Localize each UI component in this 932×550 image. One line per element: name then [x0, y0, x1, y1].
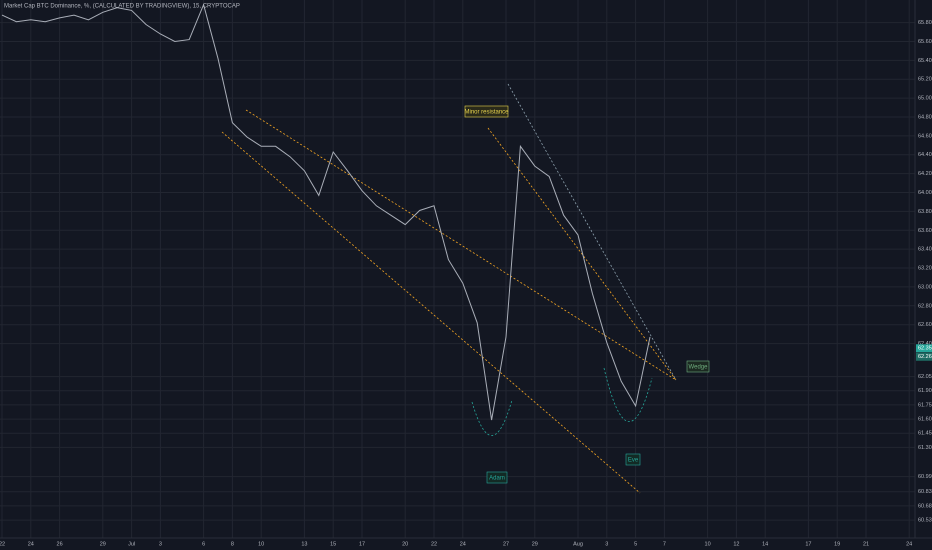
- x-tick-label: Aug: [573, 541, 583, 547]
- y-tick-label: 61.30: [918, 445, 932, 451]
- adam-curve: [471, 399, 513, 436]
- y-tick-label: 61.60: [918, 417, 932, 423]
- y-tick-label: 60.83: [918, 489, 932, 495]
- annotation-box: [686, 360, 710, 373]
- y-tick-label: 62.80: [918, 303, 932, 309]
- y-tick-label: 64.00: [918, 190, 932, 196]
- y-tick-label: 62.40: [918, 341, 932, 347]
- y-tick-label: 64.40: [918, 152, 932, 158]
- x-tick-label: 8: [231, 541, 234, 547]
- channel-top: [245, 109, 677, 381]
- x-tick-label: 24: [906, 541, 912, 547]
- x-tick-label: 21: [863, 541, 869, 547]
- x-tick-label: 22: [431, 541, 437, 547]
- x-tick-label: 14: [762, 541, 768, 547]
- x-tick-label: 12: [733, 541, 739, 547]
- x-tick-label: 5: [634, 541, 637, 547]
- x-tick-label: 3: [605, 541, 608, 547]
- annotation-box: [464, 105, 509, 118]
- x-tick-label: 13: [301, 541, 307, 547]
- trend-lines: [221, 83, 677, 494]
- x-tick-label: 24: [28, 541, 34, 547]
- channel-bottom: [221, 131, 641, 494]
- annotation: Minor resistance: [464, 110, 509, 116]
- x-tick-label: 26: [57, 541, 63, 547]
- y-tick-label: 60.99: [918, 474, 932, 480]
- x-tick-label: 7: [663, 541, 666, 547]
- y-tick-label: 64.20: [918, 171, 932, 177]
- wedge-top: [507, 83, 677, 381]
- y-tick-label: 60.68: [918, 503, 932, 509]
- y-tick-label: 65.40: [918, 58, 932, 64]
- y-tick-label: 65.20: [918, 77, 932, 83]
- annotation-box: [625, 453, 641, 466]
- y-tick-label: 65.80: [918, 20, 932, 26]
- grid: [0, 0, 915, 538]
- x-tick-label: 29: [532, 541, 538, 547]
- x-tick-label: 3: [159, 541, 162, 547]
- x-tick-label: 29: [100, 541, 106, 547]
- y-tick-label: 62.05: [918, 374, 932, 380]
- y-tick-label: 63.00: [918, 284, 932, 290]
- x-tick-label: 10: [258, 541, 264, 547]
- y-tick-label: 61.90: [918, 388, 932, 394]
- y-tick-label: 63.40: [918, 247, 932, 253]
- y-tick-label: 65.00: [918, 96, 932, 102]
- annotation: Wedge: [689, 365, 709, 371]
- x-tick-label: 17: [805, 541, 811, 547]
- x-tick-label: 27: [503, 541, 509, 547]
- y-tick-label: 64.60: [918, 133, 932, 139]
- x-tick-label: 17: [359, 541, 365, 547]
- y-tick-label: 61.45: [918, 431, 932, 437]
- price-label-box: [916, 352, 932, 361]
- plot: [1, 3, 651, 421]
- y-tick-label: 63.80: [918, 209, 932, 215]
- price-line: [1, 3, 651, 421]
- x-tick-label: 15: [330, 541, 336, 547]
- annotation: Adam: [489, 476, 505, 482]
- x-tick-label: 20: [402, 541, 408, 547]
- annotation-box: [486, 471, 508, 484]
- x-tick-label: Jul: [128, 541, 135, 547]
- eve-curve: [603, 367, 653, 422]
- y-tick-label: 63.20: [918, 266, 932, 272]
- y-tick-label: 60.53: [918, 518, 932, 524]
- y-tick-label: 64.80: [918, 114, 932, 120]
- y-tick-label: 65.60: [918, 39, 932, 45]
- x-tick-label: 10: [705, 541, 711, 547]
- y-tick-label: 62.60: [918, 322, 932, 328]
- x-tick-label: 6: [202, 541, 205, 547]
- x-tick-label: 22: [0, 541, 5, 547]
- annotation: Eve: [628, 458, 639, 464]
- y-tick-label: 63.60: [918, 228, 932, 234]
- chart-title: Market Cap BTC Dominance, %, (CALCULATED…: [4, 4, 240, 10]
- resistance-line: [487, 127, 677, 381]
- x-tick-label: 19: [834, 541, 840, 547]
- y-tick-label: 61.75: [918, 402, 932, 408]
- price-label: 62.26: [918, 354, 932, 360]
- x-tick-label: 24: [460, 541, 466, 547]
- price-label-box: [916, 344, 932, 353]
- price-label: 62.35: [918, 346, 932, 352]
